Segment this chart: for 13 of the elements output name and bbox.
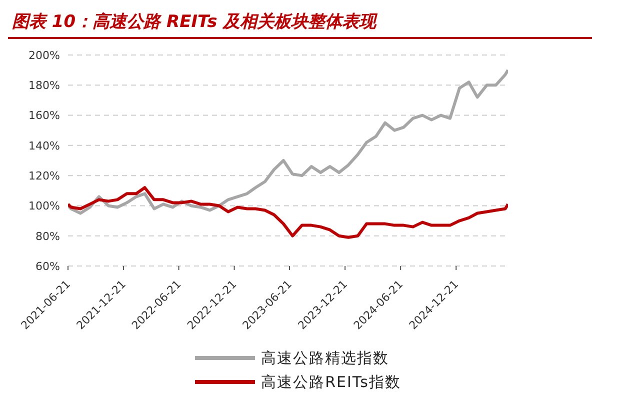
legend-label: 高速公路REITs指数 [261,372,401,392]
y-tick-label: 180% [28,79,60,92]
y-tick-label: 60% [36,260,60,273]
y-tick-label: 80% [36,230,60,243]
line-series [68,186,508,239]
chart-title: 图表 10：高速公路 REITs 及相关板块整体表现 [8,8,592,39]
y-tick-label: 140% [28,139,60,152]
y-tick-label: 100% [28,200,60,213]
legend-label: 高速公路精选指数 [261,348,390,368]
y-tick-label: 120% [28,169,60,182]
line-series [68,68,508,215]
y-tick-label: 200% [28,48,60,62]
y-tick-label: 160% [28,109,60,122]
